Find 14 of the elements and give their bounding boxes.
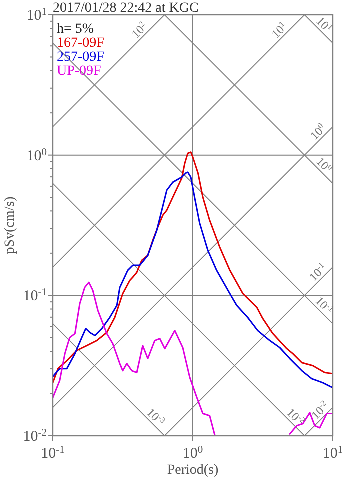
text: UP-09F bbox=[57, 64, 102, 79]
x-tick-label: 10$^{0}$ bbox=[182, 444, 204, 462]
y-axis-title: pSv(cm/s) bbox=[3, 196, 18, 254]
y-tick-label: 10$^{0}$ bbox=[26, 146, 47, 164]
x-axis-title: Period(s) bbox=[167, 463, 219, 478]
y-tick-label: 10$^{-1}$ bbox=[23, 287, 47, 305]
y-tick-label: 10$^{1}$ bbox=[26, 6, 47, 24]
y-tick-label: 10$^{-2}$ bbox=[23, 428, 47, 445]
text: 167-09F bbox=[57, 36, 105, 51]
text: 257-09F bbox=[57, 50, 105, 65]
chart-title: 2017/01/28 22:42 at KGC bbox=[53, 1, 199, 16]
x-tick-label: 10$^{1}$ bbox=[322, 444, 344, 462]
x-tick-label: 10$^{-1}$ bbox=[41, 444, 65, 462]
annotation: h= 5% bbox=[57, 22, 94, 37]
